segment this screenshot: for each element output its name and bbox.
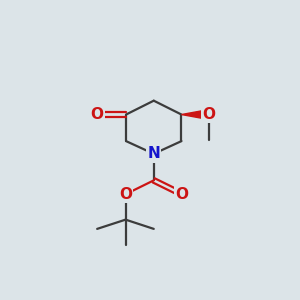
Text: O: O: [91, 107, 104, 122]
Text: O: O: [119, 187, 132, 202]
Polygon shape: [182, 110, 209, 120]
Text: N: N: [147, 146, 160, 161]
Text: O: O: [176, 187, 188, 202]
Text: O: O: [203, 107, 216, 122]
